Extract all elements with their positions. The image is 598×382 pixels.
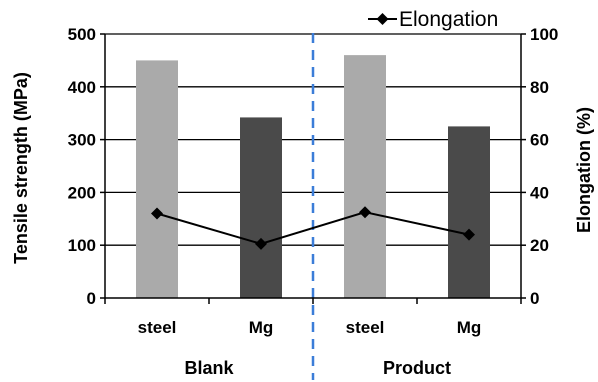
bar — [448, 126, 490, 299]
y2-tick-label: 60 — [530, 131, 549, 150]
left-tick-labels: 0 100 200 300 400 500 — [68, 25, 96, 308]
y2-tick-label: 80 — [530, 78, 549, 97]
legend-label: Elongation — [399, 8, 498, 31]
y2-tick-label: 0 — [530, 289, 539, 308]
x-tick-label: Mg — [249, 318, 274, 337]
y-tick-label: 0 — [87, 289, 96, 308]
bar — [240, 117, 282, 298]
elongation-point — [463, 228, 475, 241]
bar — [344, 55, 386, 299]
x-tick-label: Mg — [457, 318, 482, 337]
group-label: Product — [383, 358, 451, 378]
bar-series — [136, 55, 490, 299]
legend: Elongation — [368, 8, 498, 31]
elongation-line — [156, 211, 470, 245]
y2-tick-label: 20 — [530, 236, 549, 255]
y2-axis-title: Elongation (%) — [574, 107, 594, 233]
y-tick-label: 100 — [68, 236, 96, 255]
x-tick-label: steel — [138, 318, 177, 337]
y-axis-title: Tensile strength (MPa) — [11, 72, 31, 264]
elongation-point — [255, 237, 267, 250]
group-labels: Blank Product — [184, 358, 451, 378]
elongation-point — [359, 206, 371, 219]
elongation-series — [151, 206, 475, 250]
y2-tick-label: 40 — [530, 183, 549, 202]
y2-tick-label: 100 — [530, 25, 558, 44]
x-tick-label: steel — [346, 318, 385, 337]
axes — [100, 33, 526, 304]
y-tick-label: 400 — [68, 78, 96, 97]
y-tick-label: 500 — [68, 25, 96, 44]
bar — [136, 60, 178, 299]
group-label: Blank — [184, 358, 234, 378]
y-tick-label: 200 — [68, 183, 96, 202]
right-tick-labels: 0 20 40 60 80 100 — [530, 25, 558, 308]
category-labels: steel Mg steel Mg — [138, 318, 482, 337]
y-tick-label: 300 — [68, 131, 96, 150]
legend-marker — [376, 13, 389, 25]
elongation-point — [151, 207, 163, 220]
